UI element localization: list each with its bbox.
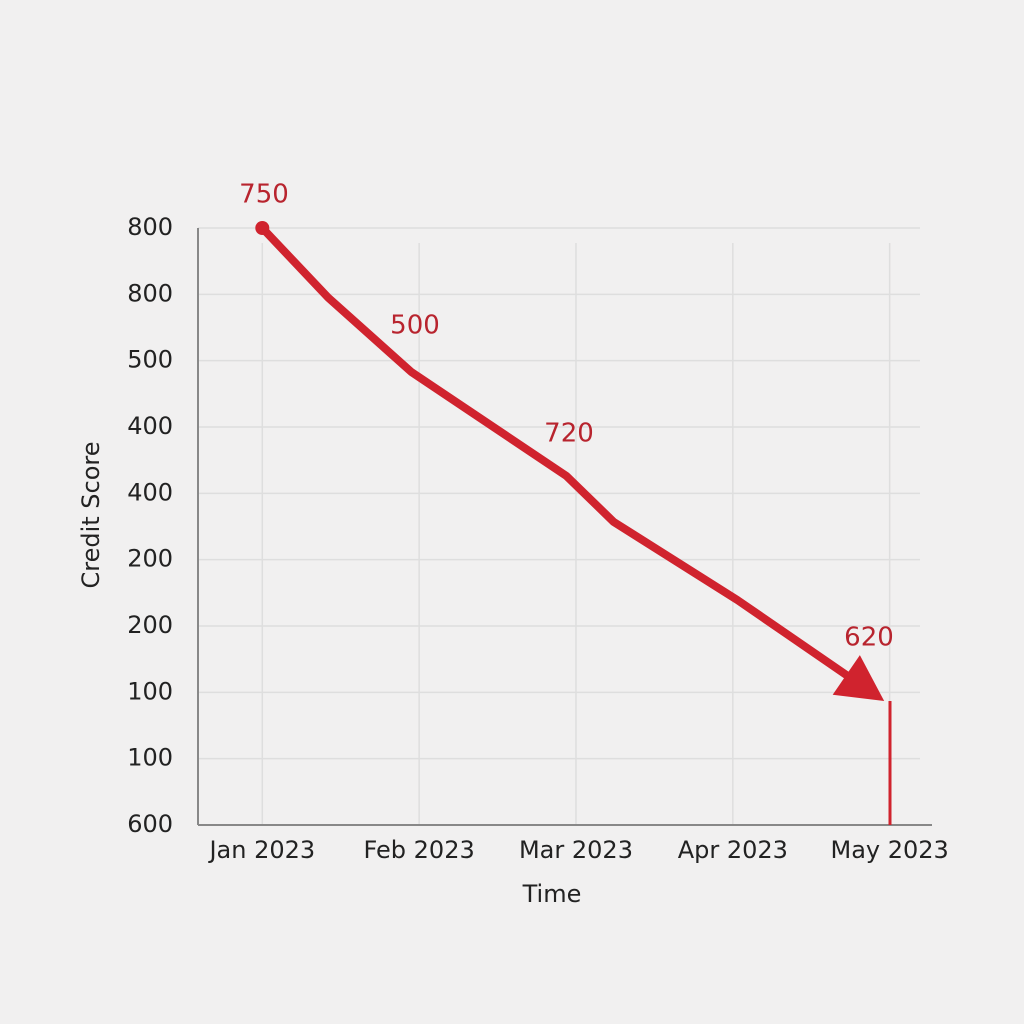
y-tick-label: 600: [127, 810, 173, 838]
annotation: 720: [544, 419, 594, 449]
x-tick-label: Feb 2023: [364, 836, 475, 864]
y-tick-label: 200: [127, 611, 173, 639]
annotation: 750: [239, 180, 289, 210]
x-tick-label: May 2023: [830, 836, 948, 864]
x-tick-label: Mar 2023: [519, 836, 633, 864]
annotation: 620: [844, 623, 894, 653]
arrow-head: [832, 655, 885, 702]
y-tick-label: 200: [127, 545, 173, 573]
start-point: [255, 221, 270, 235]
x-axis-label: Time: [522, 880, 582, 908]
y-axis-label: Credit Score: [77, 441, 105, 588]
y-tick-label: 100: [127, 677, 173, 705]
x-tick-label: Jan 2023: [207, 836, 315, 864]
x-tick-label: Apr 2023: [678, 836, 788, 864]
y-tick-label: 400: [127, 478, 173, 506]
line: [259, 225, 870, 693]
y-tick-label: 800: [127, 279, 173, 307]
y-tick-label: 500: [127, 346, 173, 374]
y-tick-label: 400: [127, 412, 173, 440]
annotation: 500: [390, 311, 440, 341]
y-tick-label: 800: [127, 213, 173, 241]
y-tick-label: 100: [127, 744, 173, 772]
